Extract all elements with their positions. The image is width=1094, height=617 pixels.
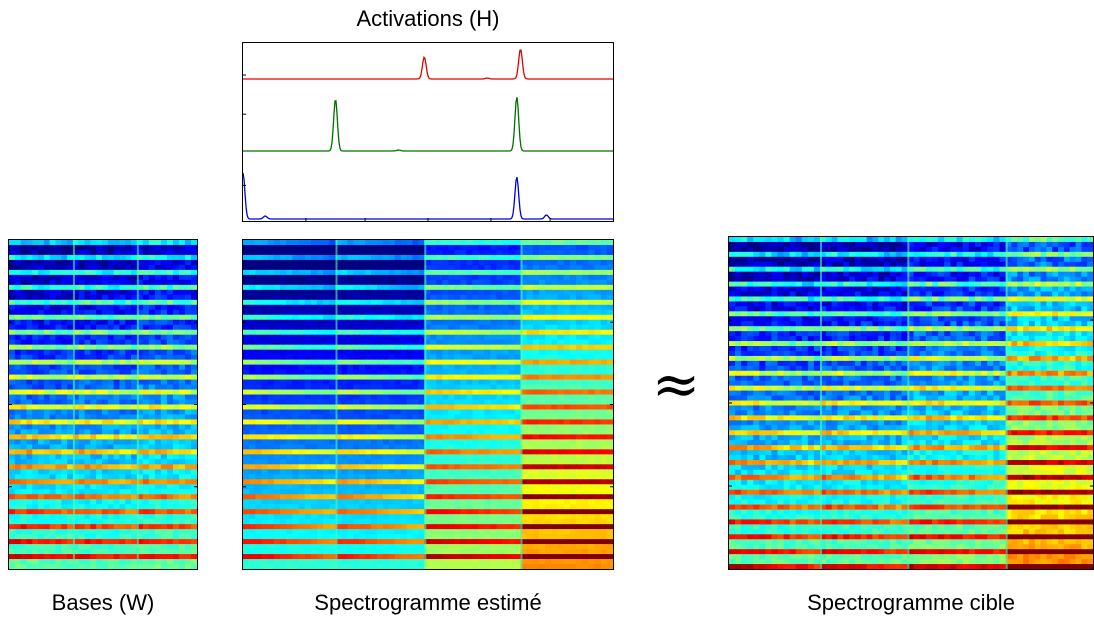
bases-heatmap-svg	[9, 240, 197, 569]
activations-title: Activations (H)	[356, 6, 500, 31]
activation-line-2	[243, 97, 613, 152]
estimated-spectrogram	[242, 239, 614, 570]
target-spectrogram-svg	[729, 237, 1093, 569]
estimate-label: Spectrogramme estimé	[314, 590, 542, 615]
target-label: Spectrogramme cible	[807, 590, 1015, 615]
activations-plot	[242, 42, 614, 222]
approx-symbol: ≈	[651, 350, 701, 418]
target-spectrogram	[728, 236, 1094, 570]
bases-label: Bases (W)	[51, 590, 155, 615]
bases-heatmap	[8, 239, 198, 570]
activation-line-3	[243, 172, 613, 220]
activation-line-1	[243, 49, 613, 80]
estimated-spectrogram-svg	[243, 240, 613, 569]
activations-svg	[243, 49, 613, 221]
